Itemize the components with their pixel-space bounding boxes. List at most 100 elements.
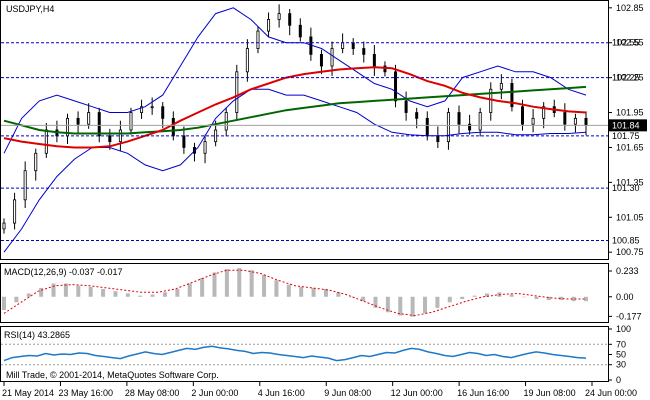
level-label: 101.75 bbox=[612, 131, 640, 141]
x-tick-label: 12 Jun 00:00 bbox=[391, 388, 443, 398]
macd-histogram-bar bbox=[138, 295, 143, 297]
macd-signal-line bbox=[3, 269, 586, 317]
macd-histogram-bar bbox=[534, 296, 539, 299]
candle-body bbox=[478, 112, 482, 131]
candle-body bbox=[108, 135, 112, 143]
macd-histogram-bar bbox=[113, 291, 118, 297]
macd-histogram-bar bbox=[63, 283, 68, 297]
candle-body bbox=[288, 13, 292, 26]
macd-histogram-bar bbox=[311, 287, 316, 297]
macd-histogram-bar bbox=[162, 292, 167, 297]
macd-tick-label: 0.00 bbox=[616, 292, 634, 302]
candle-body bbox=[150, 106, 154, 109]
candle-body bbox=[277, 13, 281, 20]
macd-histogram-bar bbox=[571, 296, 576, 302]
macd-histogram-bar bbox=[125, 293, 130, 297]
candle-body bbox=[489, 88, 493, 113]
macd-histogram-bar bbox=[237, 268, 242, 297]
candle-body bbox=[97, 112, 101, 137]
x-tick-label: 9 Jun 08:00 bbox=[324, 388, 371, 398]
macd-histogram-bar bbox=[410, 296, 415, 317]
price-tick-label: 100.75 bbox=[616, 247, 644, 257]
price-tick-label: 102.25 bbox=[616, 73, 644, 83]
macd-histogram-bar bbox=[88, 286, 93, 297]
macd-histogram-bar bbox=[484, 293, 489, 297]
macd-histogram-bar bbox=[460, 296, 465, 299]
macd-histogram-bar bbox=[509, 294, 514, 297]
candle-body bbox=[351, 42, 355, 49]
macd-histogram-bar bbox=[200, 277, 205, 297]
ma-green-line bbox=[3, 85, 587, 135]
macd-histogram-bar bbox=[348, 296, 353, 298]
current-price-label: 101.84 bbox=[612, 120, 640, 130]
candle-body bbox=[34, 152, 38, 172]
rsi-tick-label: 70 bbox=[616, 339, 626, 349]
macd-histogram-bar bbox=[249, 270, 254, 297]
current-price-tag bbox=[609, 119, 647, 132]
candle-body bbox=[256, 30, 260, 49]
rsi-plot bbox=[1, 343, 608, 366]
macd-tick-label: -0.177 bbox=[616, 311, 642, 321]
macd-histogram-bar bbox=[150, 294, 155, 297]
candle-body bbox=[404, 100, 408, 113]
candle-body bbox=[341, 42, 345, 49]
candle-body bbox=[44, 129, 48, 154]
level-label: 102.55 bbox=[612, 38, 640, 48]
candle-body bbox=[425, 117, 429, 137]
price-tick-label: 102.55 bbox=[616, 38, 644, 48]
rsi-tick-label: 30 bbox=[616, 360, 626, 370]
level-label: 100.85 bbox=[612, 236, 640, 246]
price-tick-label: 101.95 bbox=[616, 108, 644, 118]
price-plot bbox=[1, 4, 608, 253]
macd-histogram-bar bbox=[398, 296, 403, 316]
rsi-panel-frame bbox=[0, 326, 609, 382]
candle-body bbox=[521, 106, 525, 125]
macd-histogram-bar bbox=[286, 284, 291, 297]
macd-histogram-bar bbox=[212, 272, 217, 297]
level-label: 102.25 bbox=[612, 73, 640, 83]
price-tick-label: 101.35 bbox=[616, 177, 644, 187]
candle-body bbox=[129, 112, 133, 131]
candle-body bbox=[563, 112, 567, 125]
x-tick-label: 4 Jun 16:00 bbox=[258, 388, 305, 398]
x-tick-label: 21 May 2014 bbox=[2, 388, 54, 398]
candle-body bbox=[542, 106, 546, 119]
x-tick-label: 19 Jun 08:00 bbox=[524, 388, 576, 398]
macd-histogram-bar bbox=[2, 296, 6, 311]
macd-histogram-bar bbox=[336, 292, 341, 297]
candle-body bbox=[573, 117, 577, 125]
candle-body bbox=[415, 112, 419, 119]
macd-histogram-bar bbox=[39, 287, 44, 297]
candle-body bbox=[76, 117, 80, 125]
candle-body bbox=[394, 71, 398, 102]
macd-histogram-bar bbox=[435, 296, 440, 308]
macd-plot bbox=[2, 268, 588, 317]
macd-histogram-bar bbox=[26, 293, 31, 297]
macd-histogram-bar bbox=[175, 289, 180, 297]
macd-histogram-bar bbox=[323, 289, 328, 297]
x-tick-label: 16 Jun 16:00 bbox=[457, 388, 509, 398]
candle-body bbox=[584, 117, 588, 126]
macd-histogram-bar bbox=[262, 274, 267, 297]
candle-body bbox=[203, 141, 207, 154]
candle-body bbox=[319, 53, 323, 67]
rsi-tick-label: 0 bbox=[616, 375, 621, 385]
candle-body bbox=[372, 53, 376, 67]
macd-histogram-bar bbox=[385, 296, 390, 313]
candle-body bbox=[13, 199, 17, 224]
macd-histogram-bar bbox=[76, 285, 81, 297]
candle-body bbox=[531, 117, 535, 125]
rsi-line bbox=[3, 345, 587, 362]
macd-histogram-bar bbox=[361, 296, 366, 302]
candle-body bbox=[510, 83, 514, 108]
rsi-tick-label: 50 bbox=[616, 350, 626, 360]
macd-histogram-bar bbox=[299, 286, 304, 297]
macd-histogram-bar bbox=[14, 296, 19, 303]
macd-histogram-bar bbox=[522, 296, 527, 298]
price-tick-label: 101.05 bbox=[616, 212, 644, 222]
ma-red-line bbox=[3, 66, 587, 149]
candle-body bbox=[457, 112, 461, 125]
macd-histogram-bar bbox=[274, 280, 279, 297]
candle-body bbox=[446, 112, 450, 143]
